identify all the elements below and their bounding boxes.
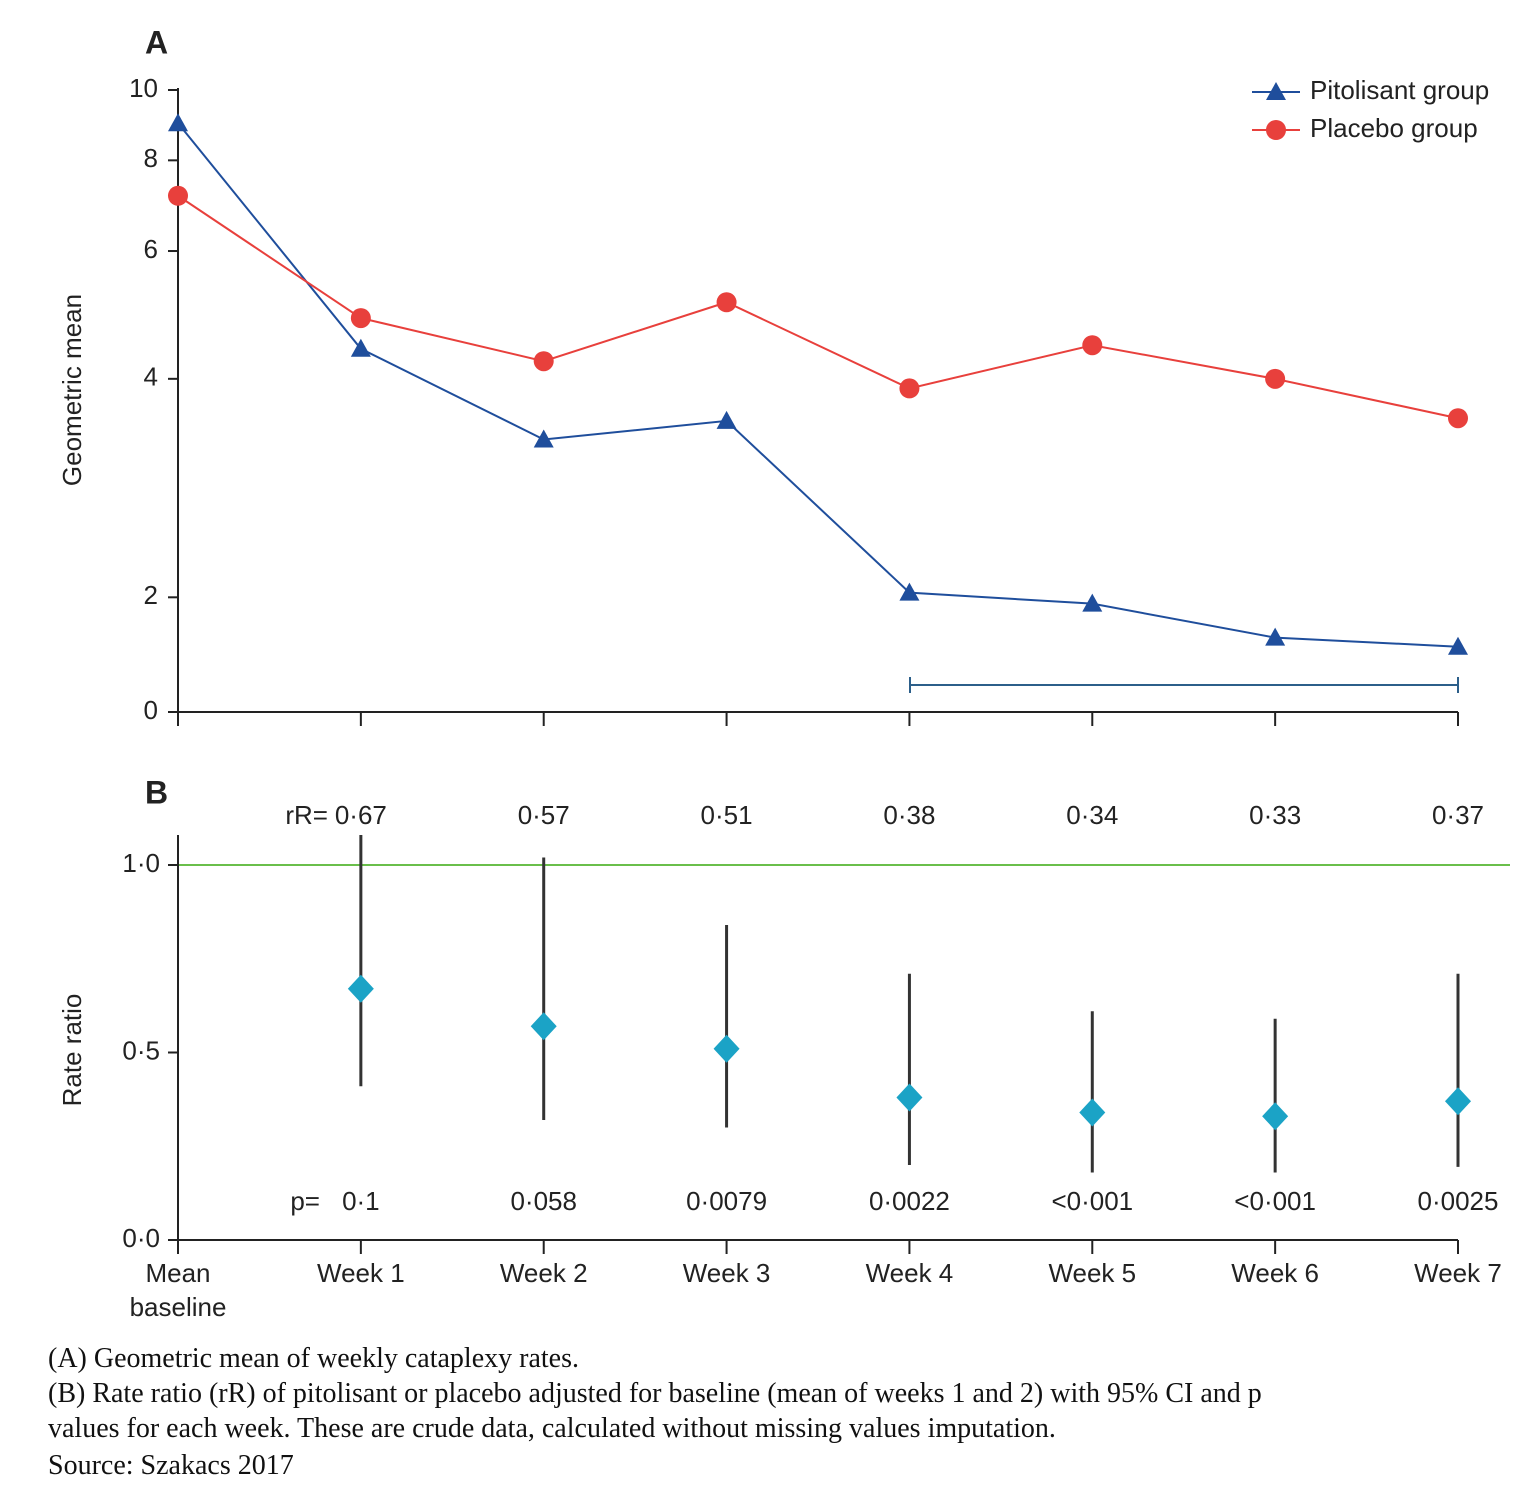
- x-tick-label: Week 1: [317, 1258, 405, 1288]
- diamond-marker: [1445, 1087, 1471, 1116]
- value-label: 0·38: [883, 800, 935, 830]
- x-tick-label: Week 6: [1231, 1258, 1319, 1288]
- marker: [350, 308, 371, 329]
- marker: [168, 113, 188, 132]
- legend-label: Placebo group: [1310, 113, 1478, 143]
- y-tick-label: 0: [144, 695, 158, 725]
- x-tick-label: Week 3: [682, 1258, 771, 1288]
- y-tick-label: 0·5: [122, 1035, 160, 1065]
- marker: [533, 351, 554, 372]
- panel-label: B: [145, 774, 168, 810]
- diamond-marker: [347, 974, 374, 1003]
- value-label: 0·57: [518, 800, 570, 830]
- y-tick-label: 8: [144, 143, 158, 173]
- marker: [1082, 593, 1103, 612]
- marker: [1448, 636, 1468, 655]
- caption-line: Source: Szakacs 2017: [48, 1450, 294, 1481]
- series-line: [177, 122, 1459, 648]
- x-tick-label: Week 7: [1414, 1258, 1502, 1288]
- x-tick-label: Mean baseline: [129, 1258, 227, 1322]
- p-value-label: 0·1: [342, 1186, 380, 1216]
- caption-line: (A) Geometric mean of weekly cataplexy r…: [48, 1343, 579, 1374]
- marker: [899, 582, 920, 601]
- legend-marker: [1266, 120, 1286, 140]
- diamond-marker: [713, 1034, 740, 1063]
- y-axis-title: Rate ratio: [57, 994, 87, 1107]
- series-line: [177, 194, 1459, 420]
- marker: [899, 378, 920, 399]
- marker: [533, 429, 554, 448]
- diamond-marker: [1079, 1098, 1106, 1127]
- y-tick-label: 2: [144, 580, 158, 610]
- marker: [1448, 408, 1468, 429]
- value-label: 0·51: [701, 800, 753, 830]
- panel-label: A: [145, 24, 168, 60]
- diamond-marker: [530, 1012, 557, 1041]
- value-label: 0·34: [1066, 800, 1118, 830]
- p-value-label: 0·0022: [869, 1186, 950, 1216]
- marker: [1265, 368, 1286, 389]
- rr-prefix: rR=: [285, 800, 328, 830]
- y-tick-label: 0·0: [122, 1223, 160, 1253]
- caption-line: (B) Rate ratio (rR) of pitolisant or pla…: [48, 1378, 1262, 1409]
- p-value-label: 0·0025: [1418, 1186, 1499, 1216]
- value-label: 0·67: [335, 800, 387, 830]
- legend-marker: [1266, 82, 1286, 100]
- marker: [1265, 627, 1286, 646]
- marker: [350, 338, 371, 357]
- y-tick-label: 1·0: [122, 848, 160, 878]
- p-value-label: <0·001: [1051, 1186, 1133, 1216]
- p-value-label: 0·058: [510, 1186, 577, 1216]
- marker: [1082, 335, 1103, 356]
- y-tick-label: 6: [144, 234, 158, 264]
- marker: [168, 185, 188, 206]
- x-tick-label: Week 4: [865, 1258, 954, 1288]
- legend-label: Pitolisant group: [1310, 75, 1489, 105]
- p-value-label: <0·001: [1234, 1186, 1316, 1216]
- y-tick-label: 4: [144, 362, 158, 392]
- marker: [716, 410, 737, 429]
- p-prefix: p=: [290, 1186, 320, 1216]
- value-label: 0·37: [1432, 800, 1484, 830]
- diamond-marker: [896, 1083, 923, 1112]
- p-value-label: 0·0079: [686, 1186, 767, 1216]
- significance-bracket: [909, 677, 1459, 693]
- y-tick-label: 10: [129, 73, 158, 103]
- x-tick-label: Week 5: [1048, 1258, 1137, 1288]
- caption-line: values for each week. These are crude da…: [48, 1413, 1056, 1444]
- marker: [716, 292, 737, 313]
- diamond-marker: [1262, 1102, 1289, 1131]
- value-label: 0·33: [1249, 800, 1301, 830]
- y-axis-title: Geometric mean: [57, 294, 87, 486]
- x-tick-label: Week 2: [499, 1258, 588, 1288]
